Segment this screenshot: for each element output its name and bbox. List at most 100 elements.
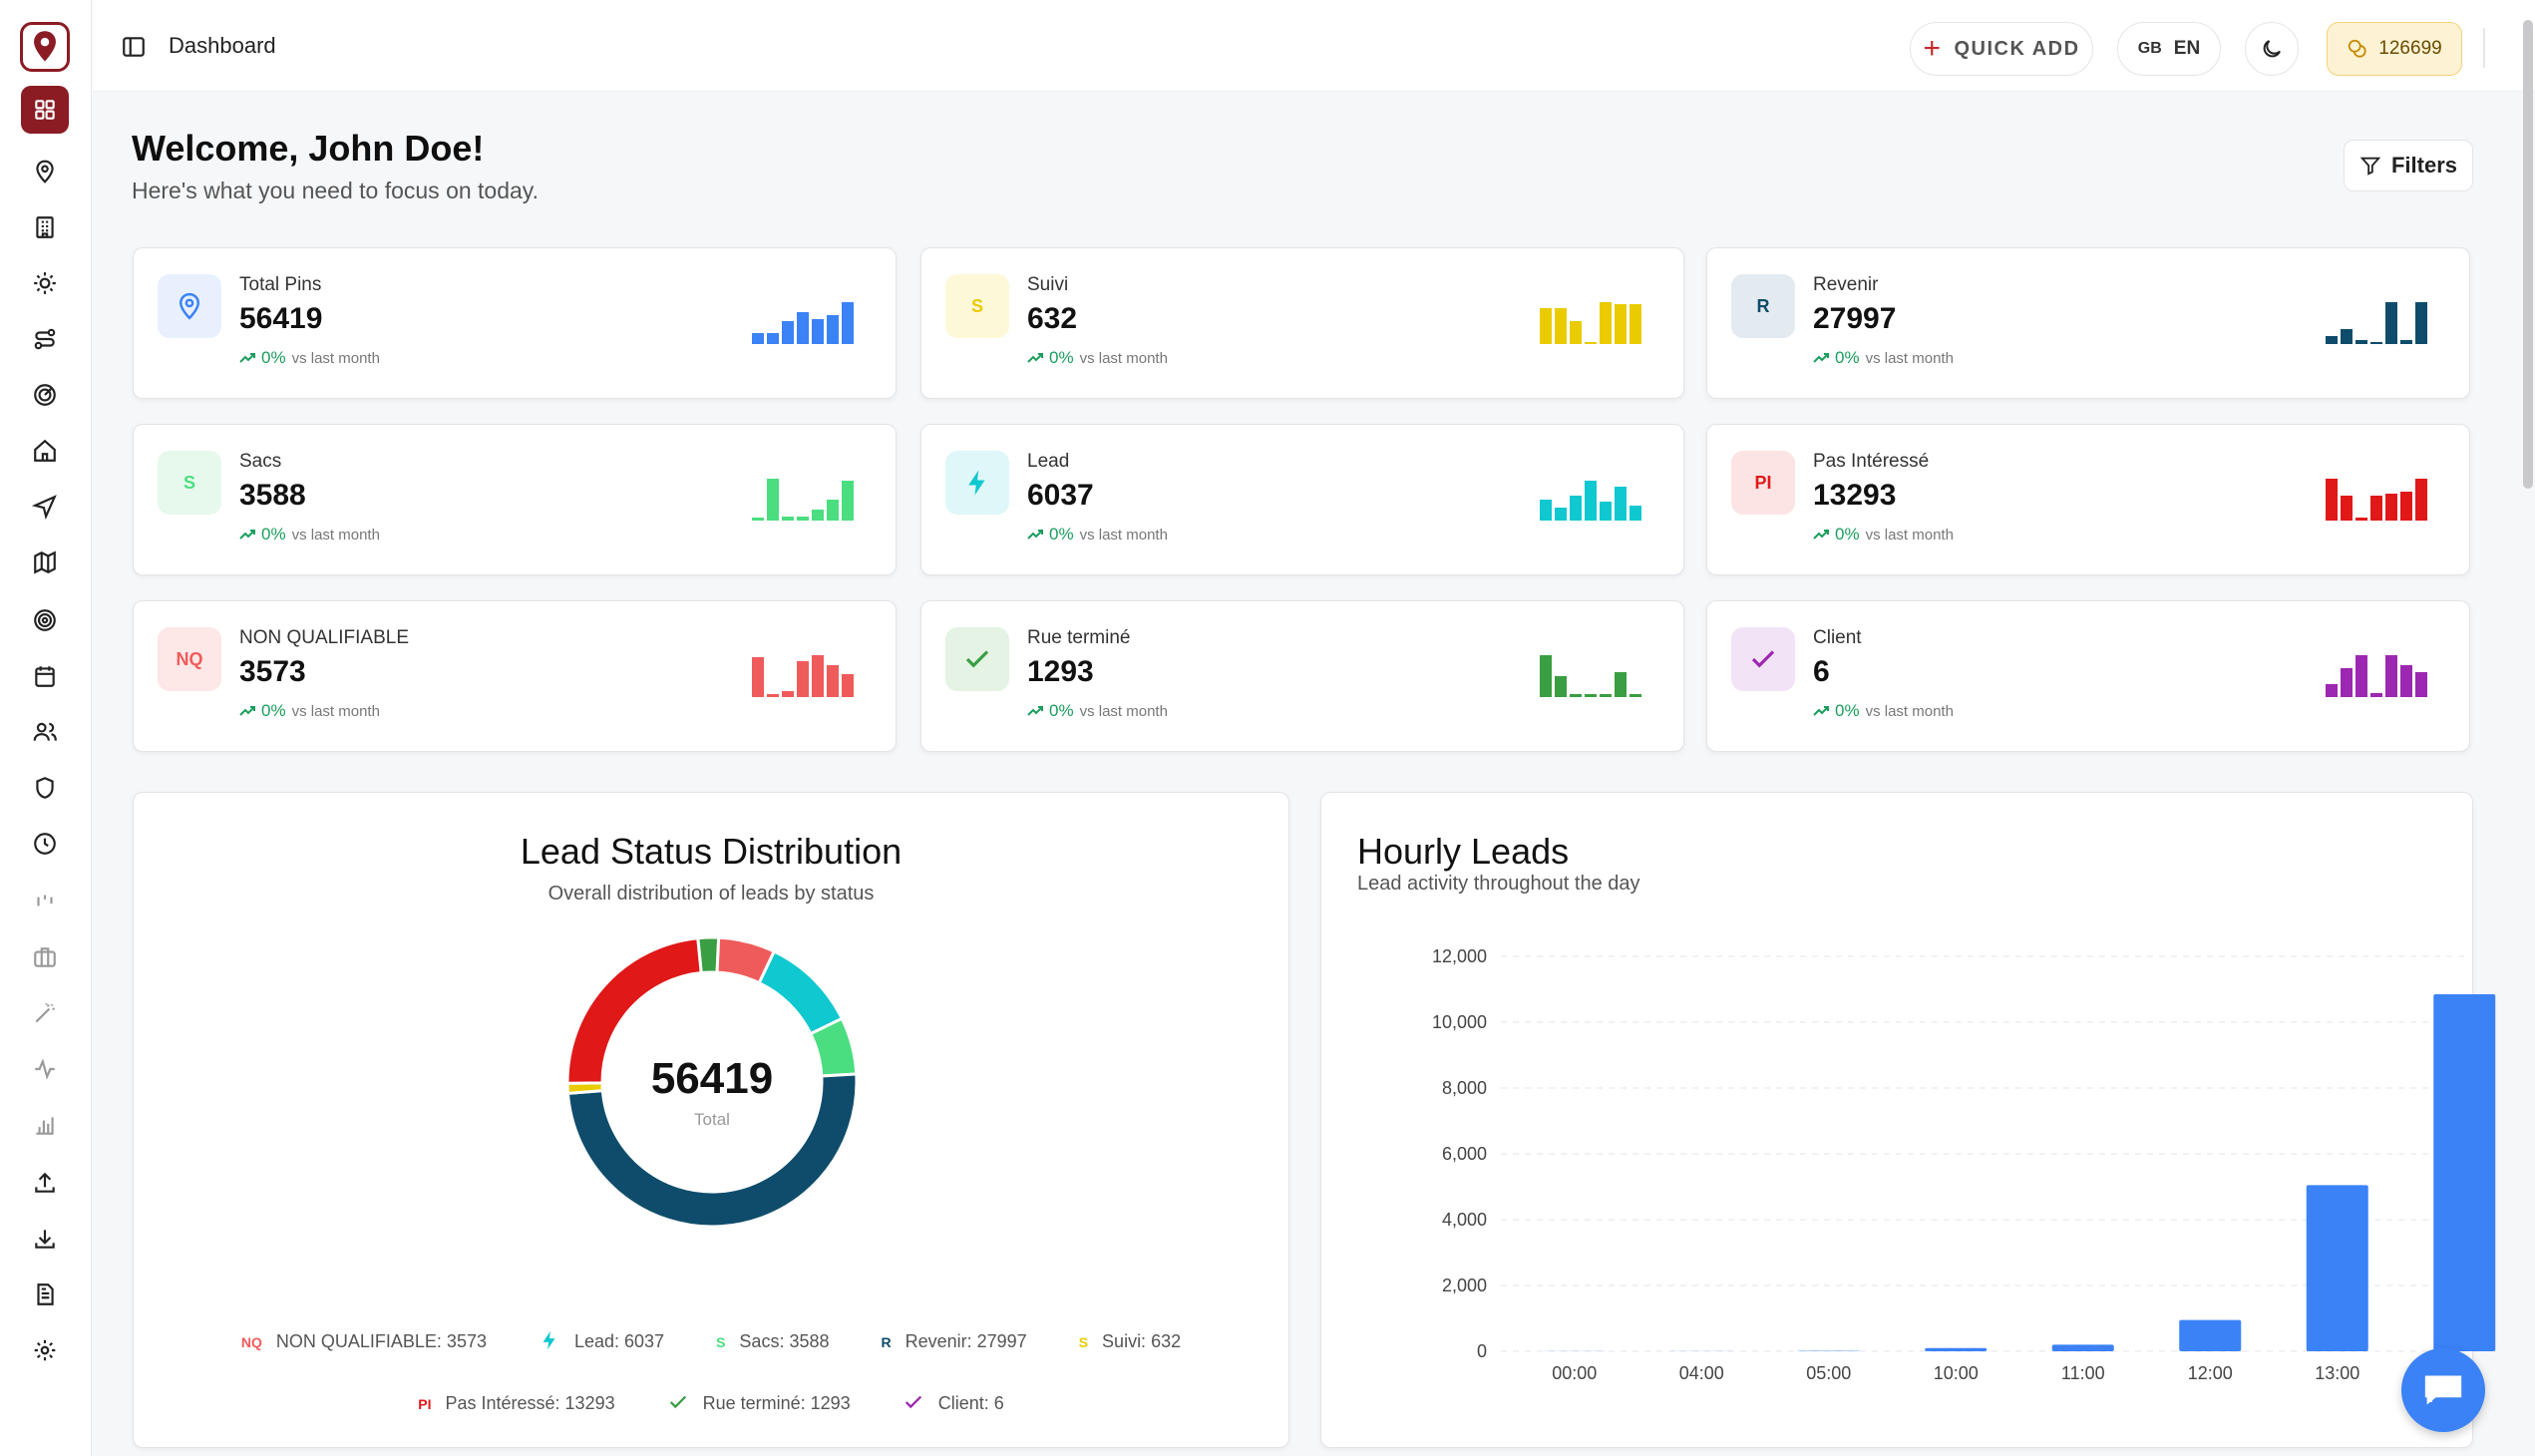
sidebar-item-sun[interactable]: [21, 259, 69, 307]
stat-card[interactable]: NQ NON QUALIFIABLE 3573 0% vs last month: [133, 600, 897, 752]
sidebar-item-target[interactable]: [21, 596, 69, 644]
app-logo[interactable]: [20, 22, 70, 72]
legend-item[interactable]: Client: 6: [903, 1391, 1004, 1416]
letter-badge-icon: R: [881, 1333, 892, 1350]
sparkline-bar: [2355, 655, 2367, 697]
sidebar-item-radar[interactable]: [21, 371, 69, 419]
sidebar-item-security[interactable]: [21, 764, 69, 812]
bar[interactable]: [2433, 993, 2496, 1351]
bar[interactable]: [2306, 1185, 2368, 1351]
sidebar-item-users[interactable]: [21, 708, 69, 756]
donut-legend-row: PI Pas Intéressé: 13293 Rue terminé: 1293 C…: [134, 1391, 1288, 1416]
send-icon: [32, 495, 57, 520]
donut-chart: [565, 935, 859, 1229]
donut-slice[interactable]: [565, 1072, 859, 1229]
sidebar-item-upload[interactable]: [21, 1159, 69, 1207]
credits-badge[interactable]: 126699: [2327, 22, 2462, 76]
sidebar-item-stats[interactable]: [21, 1101, 69, 1149]
scrollbar[interactable]: [2523, 20, 2533, 489]
sidebar-item-briefcase[interactable]: [21, 933, 69, 981]
sidebar-item-settings[interactable]: [21, 1326, 69, 1374]
sparkline-bar: [2341, 496, 2353, 521]
legend-item[interactable]: S Sacs: 3588: [716, 1329, 829, 1354]
sidebar-item-routes[interactable]: [21, 315, 69, 363]
legend-item[interactable]: S Suivi: 632: [1079, 1329, 1181, 1354]
trend-up-icon: [239, 353, 255, 363]
legend-item[interactable]: R Revenir: 27997: [881, 1329, 1026, 1354]
sparkline-bar: [2326, 684, 2338, 697]
bar[interactable]: [2179, 1319, 2242, 1351]
sidebar-item-history[interactable]: [21, 820, 69, 868]
stat-value: 13293: [1813, 479, 1897, 512]
sidebar-item-home[interactable]: [21, 427, 69, 475]
stat-card[interactable]: PI Pas Intéressé 13293 0% vs last month: [1706, 424, 2470, 575]
sidebar-toggle-icon[interactable]: [121, 34, 147, 60]
sparkline-bar: [752, 657, 764, 697]
language-selector[interactable]: GB EN: [2117, 22, 2221, 76]
sidebar-item-activity[interactable]: [21, 1045, 69, 1093]
legend-item[interactable]: PI Pas Intéressé: 13293: [418, 1391, 614, 1416]
map-pin-icon: [36, 160, 54, 183]
letter-badge-icon: NQ: [240, 1333, 262, 1350]
stat-label: Client: [1813, 627, 1862, 648]
quick-add-button[interactable]: + QUICK ADD: [1910, 22, 2093, 76]
stat-change: 0%: [1835, 348, 1860, 367]
sparkline-bar: [2341, 329, 2353, 344]
sidebar-item-magic[interactable]: [21, 989, 69, 1037]
chat-button[interactable]: [2401, 1348, 2485, 1432]
sidebar-item-map[interactable]: [21, 539, 69, 586]
stat-card[interactable]: Total Pins 56419 0% vs last month: [133, 247, 897, 399]
donut-subtitle: Overall distribution of leads by status: [547, 883, 875, 905]
stat-value: 27997: [1813, 302, 1897, 335]
sparkline-bar: [1600, 502, 1612, 521]
stat-label: Lead: [1027, 451, 1070, 472]
check-icon: [945, 627, 1009, 691]
sidebar-item-download[interactable]: [21, 1215, 69, 1263]
sidebar-item-pins[interactable]: [21, 148, 69, 195]
sidebar-item-calendar[interactable]: [21, 652, 69, 700]
letter-badge-icon: PI: [418, 1395, 432, 1412]
sidebar-item-columns[interactable]: [21, 878, 69, 925]
sparkline-bar: [2370, 693, 2382, 697]
letter-badge-icon: NQ: [158, 627, 221, 691]
sidebar-item-navigate[interactable]: [21, 483, 69, 531]
theme-toggle-button[interactable]: [2245, 22, 2299, 76]
upload-icon: [35, 1172, 55, 1193]
legend-item[interactable]: NQ NON QUALIFIABLE: 3573: [241, 1329, 487, 1354]
stat-trend: 0% vs last month: [239, 701, 380, 721]
sidebar-item-dashboard[interactable]: [21, 86, 69, 134]
columns-icon: [37, 895, 53, 907]
legend-item[interactable]: Lead: 6037: [539, 1329, 664, 1354]
bar[interactable]: [1925, 1347, 1988, 1351]
clock-icon: [34, 833, 56, 855]
sparkline-bar: [1600, 694, 1612, 697]
stat-change-suffix: vs last month: [1079, 702, 1168, 720]
stat-card[interactable]: S Suivi 632 0% vs last month: [920, 247, 1684, 399]
sidebar-item-documents[interactable]: [21, 1271, 69, 1318]
filters-button[interactable]: Filters: [2344, 140, 2473, 191]
sparkline-bar: [2400, 492, 2412, 521]
stat-card[interactable]: Lead 6037 0% vs last month: [920, 424, 1684, 575]
stat-card[interactable]: Rue terminé 1293 0% vs last month: [920, 600, 1684, 752]
sparkline: [2326, 479, 2435, 521]
stat-card[interactable]: S Sacs 3588 0% vs last month: [133, 424, 897, 575]
stat-change: 0%: [1835, 701, 1860, 720]
sparkline-bar: [1630, 304, 1641, 344]
legend-item[interactable]: Rue terminé: 1293: [667, 1391, 851, 1416]
donut-slice[interactable]: [757, 949, 845, 1036]
stat-label: Rue terminé: [1027, 627, 1131, 648]
legend-label: Suivi: 632: [1102, 1331, 1182, 1351]
sun-icon: [34, 272, 56, 294]
stat-card[interactable]: R Revenir 27997 0% vs last month: [1706, 247, 2470, 399]
sparkline-bar: [1630, 694, 1641, 697]
bar[interactable]: [2051, 1344, 2114, 1351]
x-tick-label: 04:00: [1679, 1363, 1724, 1383]
sparkline-bar: [767, 694, 779, 697]
stat-card[interactable]: Client 6 0% vs last month: [1706, 600, 2470, 752]
y-tick-label: 12,000: [1432, 946, 1487, 966]
sidebar-item-buildings[interactable]: [21, 203, 69, 251]
sparkline-bar: [797, 312, 809, 344]
legend-label: Client: 6: [937, 1393, 1004, 1413]
sparkline-bar: [1615, 304, 1627, 344]
donut-slice[interactable]: [565, 936, 703, 1085]
